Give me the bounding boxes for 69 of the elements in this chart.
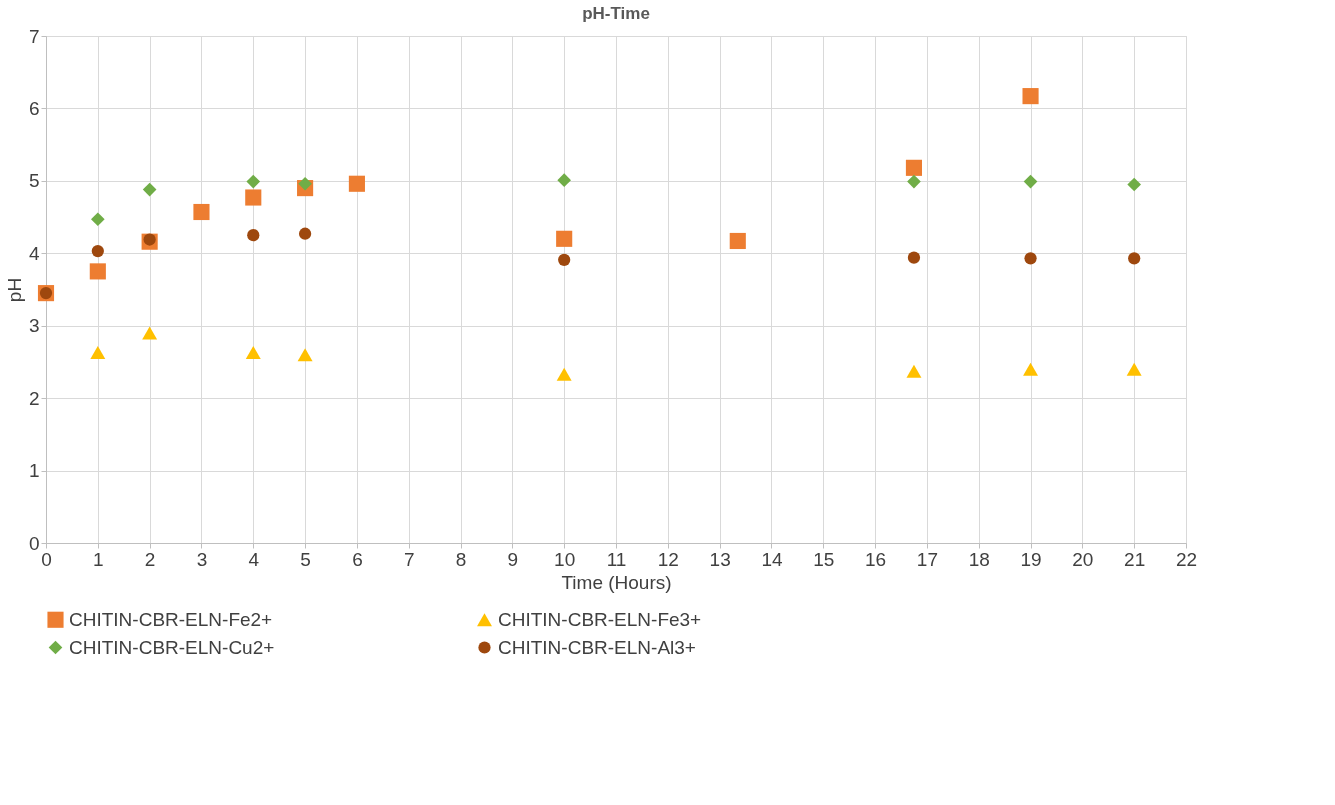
point (297, 348, 313, 362)
x-tick-label: 4 (248, 548, 260, 570)
legend-label: CHITIN-CBR-ELN-Cu2+ (69, 636, 275, 658)
y-tick-label: 5 (28, 170, 40, 192)
point (557, 173, 572, 187)
point (729, 232, 746, 250)
x-axis-title: Time (Hours) (561, 571, 672, 593)
point (247, 229, 260, 242)
point (905, 159, 923, 176)
y-tick-label: 1 (28, 460, 40, 482)
point (906, 364, 922, 378)
point (245, 346, 261, 359)
x-tick-label: 14 (761, 548, 783, 570)
point (556, 367, 572, 381)
point (907, 174, 921, 189)
point (1023, 362, 1039, 376)
x-tick-label: 1 (93, 548, 104, 570)
point (142, 182, 157, 197)
y-tick-label: 4 (28, 242, 40, 264)
y-tick-label: 7 (28, 25, 40, 47)
legend-label: CHITIN-CBR-ELN-Al3+ (498, 636, 696, 658)
y-tick-label: 6 (28, 97, 40, 119)
x-tick-label: 5 (300, 548, 311, 570)
point (142, 326, 158, 340)
x-tick-label: 6 (352, 548, 363, 570)
x-tick-label: 18 (968, 548, 990, 570)
x-tick-label: 21 (1124, 548, 1146, 570)
point (1023, 174, 1038, 189)
point (246, 174, 261, 189)
point (89, 263, 106, 280)
point (245, 189, 262, 206)
point (91, 245, 104, 258)
point (298, 176, 312, 191)
point (1128, 252, 1141, 265)
point (143, 233, 156, 246)
x-tick-label: 19 (1020, 548, 1042, 570)
x-tick-label: 16 (865, 548, 887, 570)
y-tick-label: 2 (28, 387, 40, 409)
legend-label: CHITIN-CBR-ELN-Fe2+ (69, 608, 273, 630)
x-tick-label: 11 (606, 548, 627, 570)
x-tick-label: 2 (144, 548, 156, 570)
point (90, 212, 105, 227)
x-tick-label: 13 (709, 548, 731, 570)
point (1022, 88, 1039, 105)
x-tick-label: 10 (554, 548, 576, 570)
y-tick-label: 3 (28, 315, 40, 337)
y-tick-label: 0 (28, 532, 40, 554)
point (556, 230, 573, 247)
point (193, 203, 210, 221)
point (1024, 252, 1037, 265)
point (1127, 177, 1142, 192)
point (298, 227, 312, 240)
x-tick-label: 9 (507, 548, 519, 570)
x-tick-label: 17 (916, 548, 938, 570)
x-tick-label: 15 (813, 548, 835, 570)
x-tick-label: 22 (1175, 548, 1198, 570)
x-tick-label: 8 (455, 548, 467, 570)
chart-title: pH-Time (582, 4, 650, 23)
x-tick-label: 7 (403, 548, 415, 570)
y-axis-title: pH (3, 277, 25, 303)
point (558, 253, 571, 266)
legend-label: CHITIN-CBR-ELN-Fe3+ (498, 608, 702, 630)
point (90, 346, 106, 359)
point (1126, 362, 1142, 376)
x-tick-label: 3 (196, 548, 208, 570)
x-tick-label: 12 (657, 548, 679, 570)
x-tick-label: 20 (1072, 548, 1094, 570)
point (348, 175, 365, 192)
point (907, 251, 921, 264)
